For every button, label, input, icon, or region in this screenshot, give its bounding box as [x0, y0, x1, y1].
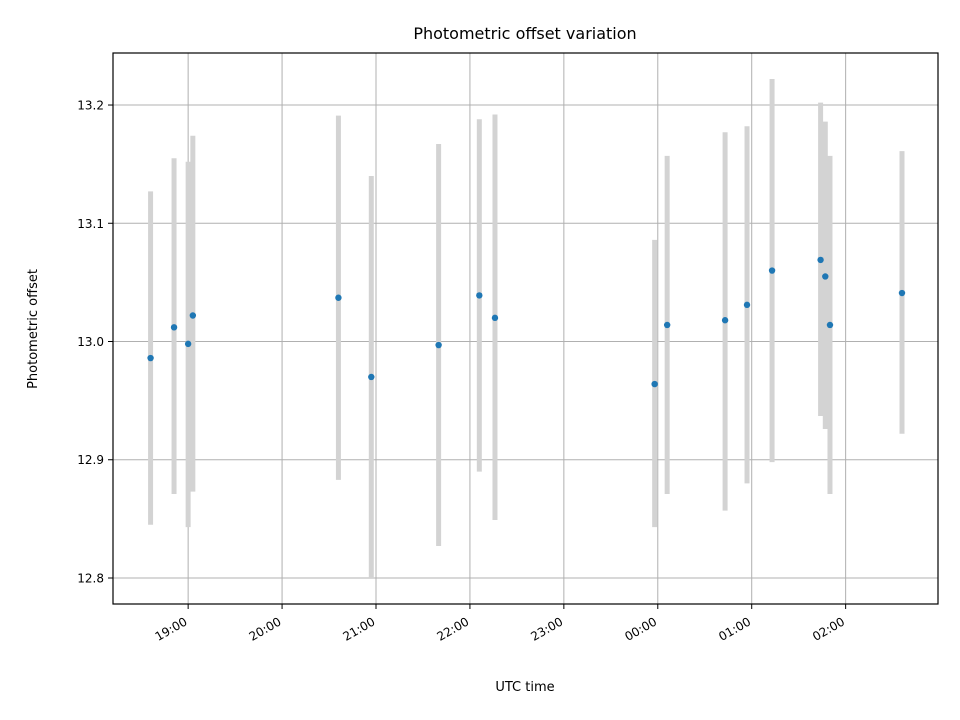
grid [113, 53, 938, 604]
data-point [147, 354, 154, 362]
y-axis-label: Photometric offset [26, 269, 41, 389]
data-point [184, 340, 192, 348]
data-point [826, 321, 834, 329]
x-axis-label: UTC time [495, 680, 554, 695]
data-point [651, 380, 658, 388]
data-point [768, 267, 776, 274]
y-tick-label: 13.2 [77, 99, 104, 113]
data-point [368, 373, 375, 381]
y-tick-label: 13.0 [77, 335, 104, 349]
y-tick-label: 13.1 [77, 217, 104, 231]
data-point [822, 273, 829, 280]
data-point [817, 256, 824, 264]
data-point [743, 301, 751, 309]
data-point [170, 324, 178, 331]
chart-title: Photometric offset variation [413, 24, 636, 43]
data-point [189, 312, 197, 319]
data-point [335, 294, 342, 301]
y-tick-label: 12.8 [77, 571, 104, 585]
y-axis-ticks: 12.8 12.9 13.0 13.1 13.2 [77, 99, 113, 585]
data-points [147, 256, 906, 388]
data-point [898, 289, 906, 297]
data-point [721, 317, 729, 324]
data-point [491, 314, 499, 322]
data-point [663, 321, 671, 329]
plot-frame [112, 52, 939, 605]
data-point [435, 341, 442, 349]
y-tick-label: 12.9 [77, 453, 104, 467]
data-point [476, 292, 483, 299]
